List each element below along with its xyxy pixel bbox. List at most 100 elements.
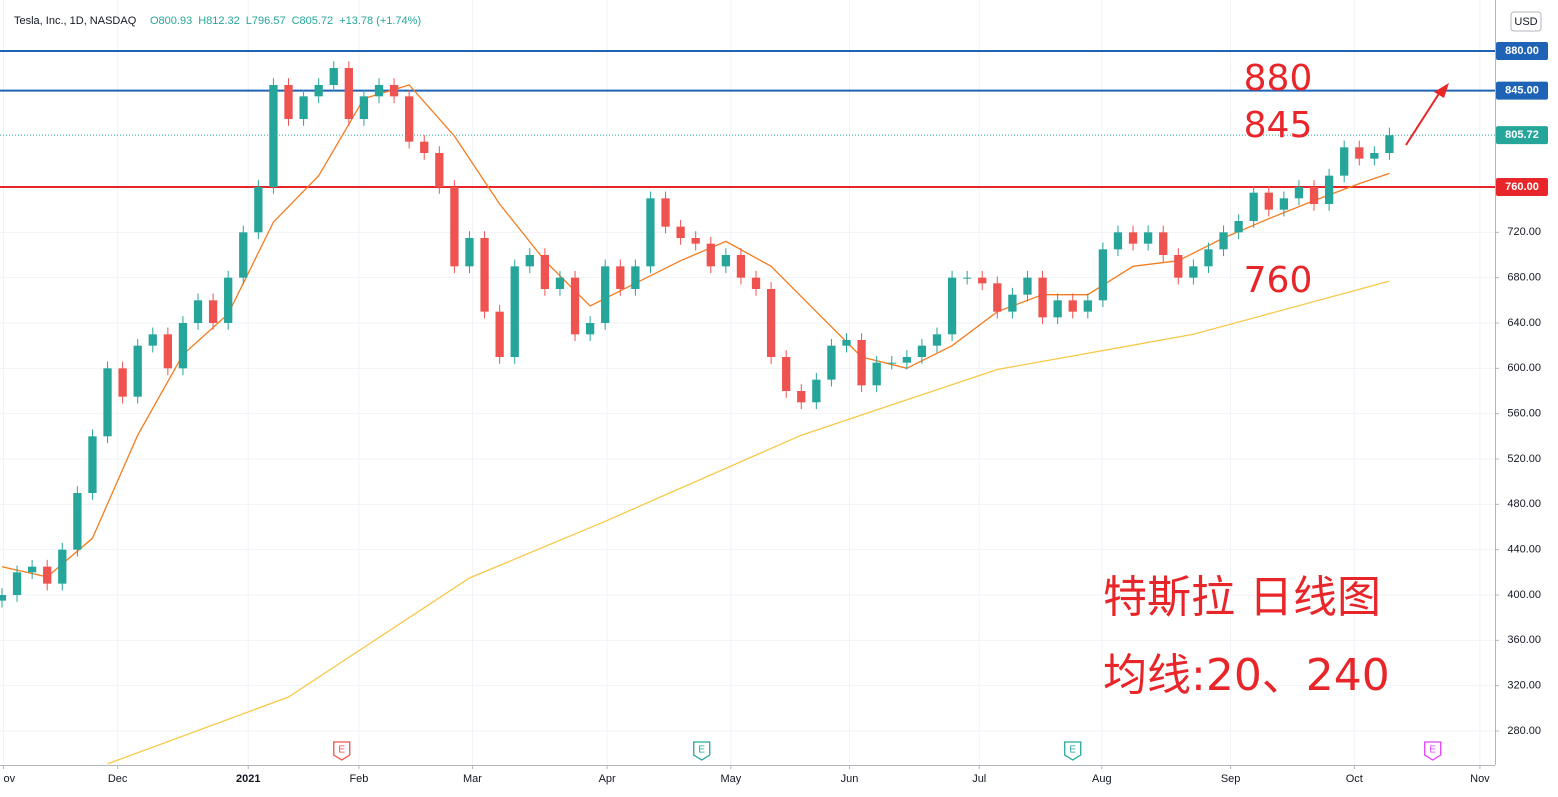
- candle-body: [58, 549, 67, 584]
- x-tick-label: May: [720, 773, 741, 785]
- y-tick-label: 720.00: [1507, 226, 1541, 238]
- price-badge-label: 880.00: [1505, 45, 1539, 57]
- candle-body: [284, 85, 293, 119]
- candle-body: [1083, 300, 1092, 312]
- x-tick-label: Jul: [972, 773, 986, 785]
- candle-body: [435, 153, 444, 187]
- y-tick-label: 640.00: [1507, 317, 1541, 329]
- x-tick-label: Sep: [1221, 773, 1241, 785]
- candle-body: [978, 277, 987, 284]
- y-tick-label: 680.00: [1507, 272, 1541, 284]
- candle-body: [887, 362, 896, 364]
- candle-body: [842, 340, 851, 346]
- y-tick-label: 400.00: [1507, 589, 1541, 601]
- annotation: 845: [1244, 105, 1313, 146]
- candle-body: [812, 379, 821, 403]
- candle-body: [1023, 277, 1032, 295]
- candle-body: [676, 226, 685, 238]
- price-badge-label: 805.72: [1505, 129, 1539, 141]
- candle-body: [1234, 221, 1243, 233]
- candle-body: [1174, 255, 1183, 278]
- candle-body: [480, 238, 489, 312]
- candle-body: [1340, 147, 1349, 176]
- y-tick-label: 280.00: [1507, 725, 1541, 737]
- candle-body: [646, 198, 655, 267]
- x-tick-label: ov: [3, 773, 15, 785]
- candle-body: [766, 289, 776, 357]
- annotation: 880: [1244, 58, 1313, 99]
- candle-body: [917, 345, 927, 357]
- candle-body: [374, 85, 384, 97]
- candle-body: [314, 85, 323, 97]
- candle-body: [947, 277, 957, 335]
- price-badge: [1496, 178, 1548, 196]
- candle-body: [1143, 232, 1153, 244]
- candle-body: [1324, 175, 1334, 204]
- candle-body: [932, 334, 942, 346]
- candle-body: [1279, 198, 1289, 210]
- candle-body: [0, 595, 7, 601]
- arrow: [1405, 91, 1441, 146]
- candle-body: [963, 277, 972, 279]
- candle-body: [299, 96, 308, 119]
- ohlc-value: C805.72: [292, 15, 334, 27]
- candle-body: [827, 345, 836, 380]
- earnings-marker: [333, 741, 351, 761]
- price-badge-label: 845.00: [1505, 85, 1539, 97]
- candle-body: [751, 277, 761, 289]
- candle-body: [857, 340, 866, 386]
- candle-body: [661, 198, 670, 227]
- candle-body: [902, 357, 911, 363]
- arrow-head: [1434, 83, 1449, 98]
- candle-body: [103, 368, 112, 437]
- x-tick-label: Nov: [1470, 773, 1490, 785]
- candle-body: [1385, 135, 1394, 153]
- candle-body: [208, 300, 218, 323]
- candle-body: [329, 68, 338, 85]
- candle-body: [601, 266, 610, 323]
- y-tick-label: 560.00: [1507, 408, 1541, 420]
- x-tick-label: Apr: [599, 773, 616, 785]
- earnings-marker: [1064, 741, 1082, 761]
- earnings-marker: [693, 741, 711, 761]
- candle-body: [88, 436, 97, 493]
- candle-body: [797, 391, 806, 403]
- candle-body: [736, 255, 746, 278]
- candle-body: [420, 141, 429, 153]
- candle-body: [193, 300, 203, 323]
- symbol-title: Tesla, Inc., 1D, NASDAQ: [14, 15, 137, 27]
- candle-body: [1294, 187, 1304, 199]
- x-tick-label: Feb: [349, 773, 368, 785]
- candle-body: [1355, 147, 1364, 159]
- candle-body: [631, 266, 640, 289]
- annotation: 760: [1244, 260, 1313, 301]
- price-badge: [1496, 42, 1548, 60]
- candle-body: [616, 266, 625, 289]
- candle-body: [224, 277, 233, 323]
- candle-body: [993, 283, 1002, 312]
- candle-body: [133, 345, 142, 397]
- currency-box: [1510, 11, 1542, 32]
- price-badge-label: 760.00: [1505, 181, 1539, 193]
- earnings-label: E: [1429, 745, 1436, 756]
- candle-body: [465, 238, 474, 267]
- candle-body: [1204, 249, 1213, 267]
- x-tick-label: 2021: [236, 773, 260, 785]
- candle-body: [1264, 192, 1273, 210]
- y-tick-label: 520.00: [1507, 453, 1541, 465]
- candle-body: [269, 85, 278, 187]
- candle-body: [570, 277, 580, 335]
- candle-body: [405, 96, 414, 142]
- candle-body: [1159, 232, 1168, 255]
- candle-body: [1249, 192, 1258, 221]
- ohlc-value: +13.78 (+1.74%): [339, 15, 421, 27]
- ohlc-value: O800.93: [150, 15, 192, 27]
- candle-body: [706, 243, 715, 267]
- price-badge: [1496, 126, 1548, 145]
- candle-body: [344, 68, 353, 119]
- candle-body: [12, 572, 22, 595]
- candle-body: [1128, 232, 1138, 244]
- candle-body: [691, 238, 700, 244]
- x-tick-label: Aug: [1092, 773, 1112, 785]
- ohlc-value: L796.57: [246, 15, 286, 27]
